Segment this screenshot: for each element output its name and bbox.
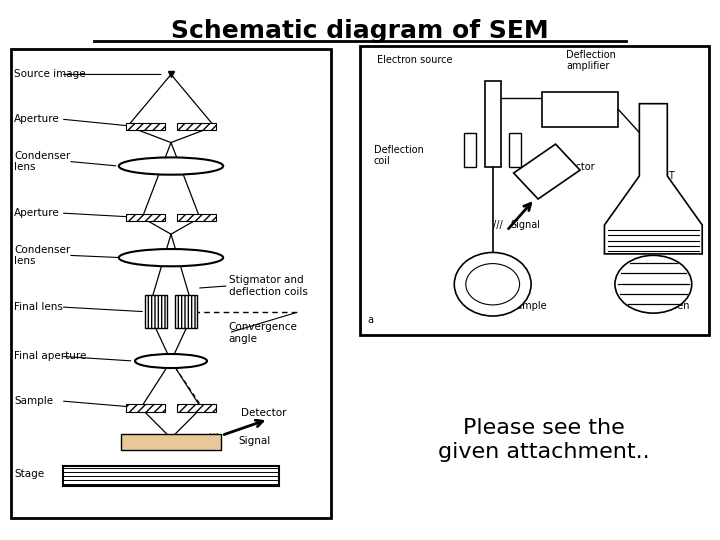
Text: Final aperture: Final aperture: [14, 352, 86, 361]
Ellipse shape: [466, 264, 520, 305]
Bar: [176, 295, 197, 328]
Polygon shape: [513, 144, 580, 199]
Ellipse shape: [135, 354, 207, 368]
Bar: [125, 123, 165, 130]
Bar: [125, 214, 165, 221]
Text: Deflection
amplifier: Deflection amplifier: [566, 50, 616, 71]
Ellipse shape: [119, 158, 223, 175]
Text: Signal: Signal: [510, 220, 540, 230]
Text: Detector: Detector: [552, 162, 595, 172]
Bar: [509, 132, 521, 167]
Text: ///: ///: [208, 433, 217, 443]
Bar: [145, 295, 166, 328]
Text: Condenser
lens: Condenser lens: [14, 245, 71, 266]
Text: Final lens: Final lens: [14, 302, 63, 312]
Bar: [177, 123, 216, 130]
Text: Condenser
lens: Condenser lens: [14, 151, 71, 172]
Text: Screen: Screen: [657, 301, 690, 311]
Bar: [121, 434, 222, 450]
Text: Sample: Sample: [14, 396, 53, 406]
Text: Electron source: Electron source: [377, 55, 453, 65]
Bar: [464, 132, 476, 167]
Text: Aperture: Aperture: [14, 208, 60, 218]
Bar: [485, 80, 500, 167]
Text: Signal: Signal: [238, 436, 271, 446]
Text: Convergence
angle: Convergence angle: [229, 322, 297, 343]
Ellipse shape: [615, 255, 692, 313]
Bar: [360, 46, 709, 335]
Text: Stigmator and
deflection coils: Stigmator and deflection coils: [229, 275, 307, 296]
Text: Aperture: Aperture: [14, 114, 60, 124]
Text: Schematic diagram of SEM: Schematic diagram of SEM: [171, 19, 549, 43]
Ellipse shape: [454, 253, 531, 316]
Bar: [541, 92, 618, 127]
Polygon shape: [604, 104, 702, 254]
Text: Detector: Detector: [241, 408, 287, 418]
Bar: [125, 404, 165, 411]
Ellipse shape: [119, 249, 223, 266]
Text: a: a: [367, 315, 373, 326]
Text: ///: ///: [493, 220, 503, 230]
Text: Sample: Sample: [510, 301, 546, 311]
Text: Please see the
given attachment..: Please see the given attachment..: [438, 418, 649, 462]
Text: CRT: CRT: [657, 171, 675, 181]
Text: Deflection
coil: Deflection coil: [374, 145, 424, 166]
Bar: [177, 214, 216, 221]
Text: Source image: Source image: [14, 70, 86, 79]
Bar: [177, 404, 216, 411]
Text: Electron beam: Electron beam: [541, 113, 613, 123]
Text: Stage: Stage: [14, 469, 44, 479]
Bar: [11, 49, 331, 518]
Bar: [63, 466, 279, 487]
